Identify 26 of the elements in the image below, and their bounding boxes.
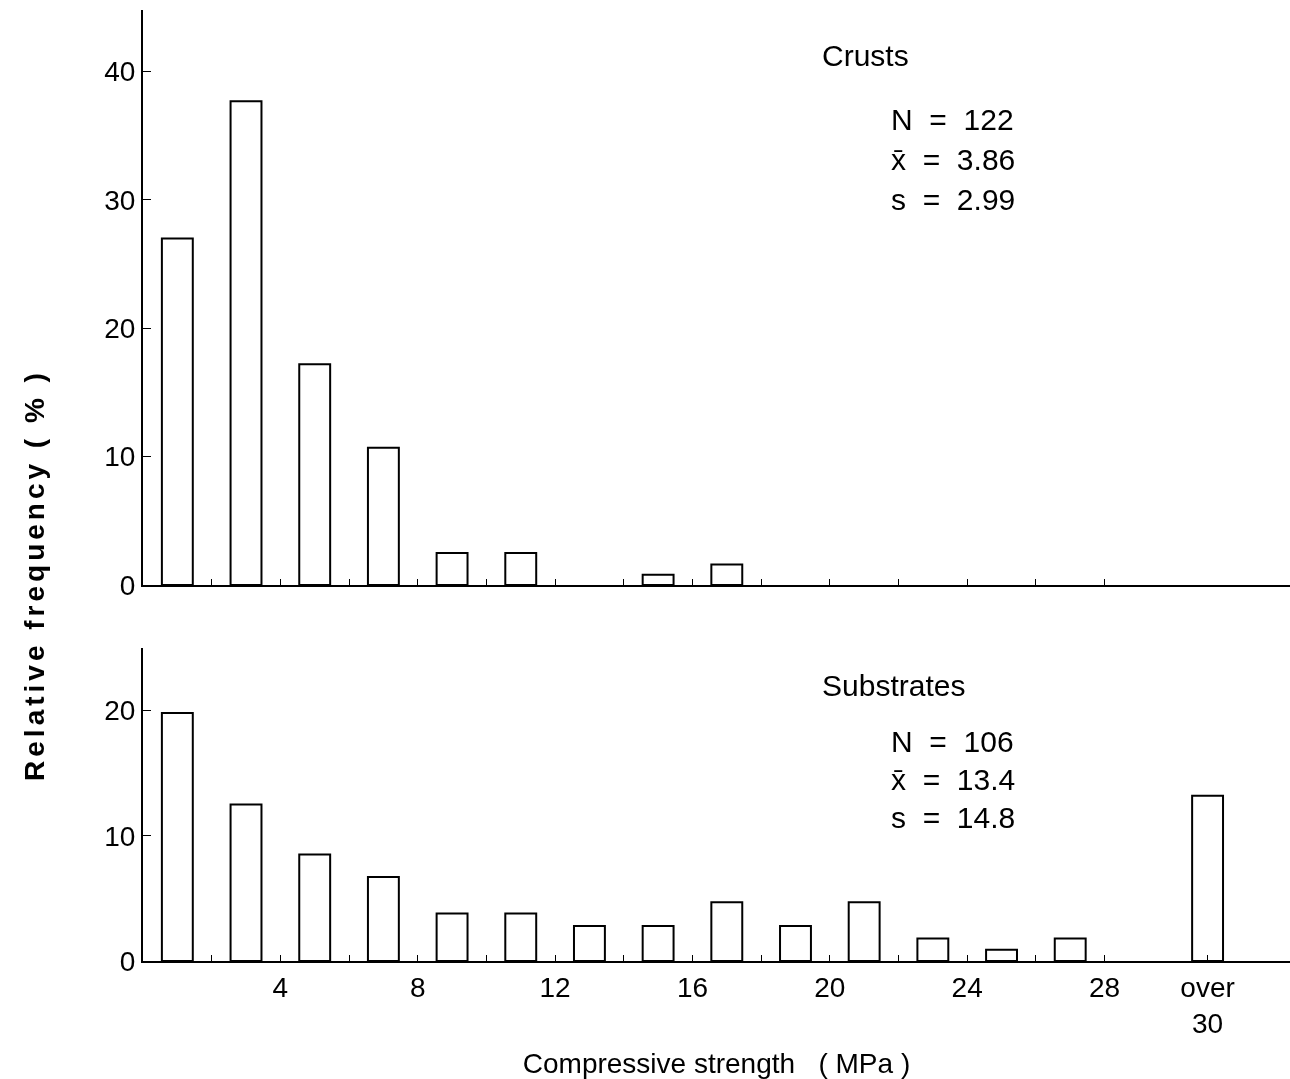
annotation: Substrates	[822, 669, 966, 702]
y-tick-label: 20	[104, 313, 136, 345]
annotation: N = 122	[891, 103, 1014, 136]
y-tick-label: 0	[119, 945, 136, 977]
x-tick-label: 24	[951, 971, 983, 1003]
x-tick-label: over 30	[1180, 971, 1235, 1039]
x-tick-label: 16	[676, 971, 709, 1003]
x-tick-label: 20	[814, 971, 846, 1003]
annotation: s = 14.8	[891, 801, 1016, 834]
x-axis-title: Compressive strength ( MPa )	[522, 1048, 911, 1079]
y-tick-label: 30	[104, 184, 136, 216]
y-tick-label: 20	[104, 695, 136, 727]
annotation: x̄ = 13.4	[891, 763, 1016, 796]
y-tick-label: 10	[104, 441, 136, 473]
annotation: Crusts	[822, 39, 909, 72]
x-tick-label: 28	[1088, 971, 1121, 1003]
y-tick-label: 0	[119, 569, 136, 601]
y-tick-label: 40	[104, 56, 136, 88]
y-axis-title: Relative frequency ( % )	[19, 369, 51, 781]
annotation: s = 2.99	[891, 183, 1016, 216]
x-tick-label: 12	[539, 971, 571, 1003]
x-tick-label: 8	[409, 971, 426, 1003]
x-tick-label: 4	[272, 971, 289, 1003]
annotation: N = 106	[891, 725, 1014, 758]
annotation: x̄ = 3.86	[891, 143, 1016, 176]
y-tick-label: 10	[104, 820, 136, 852]
